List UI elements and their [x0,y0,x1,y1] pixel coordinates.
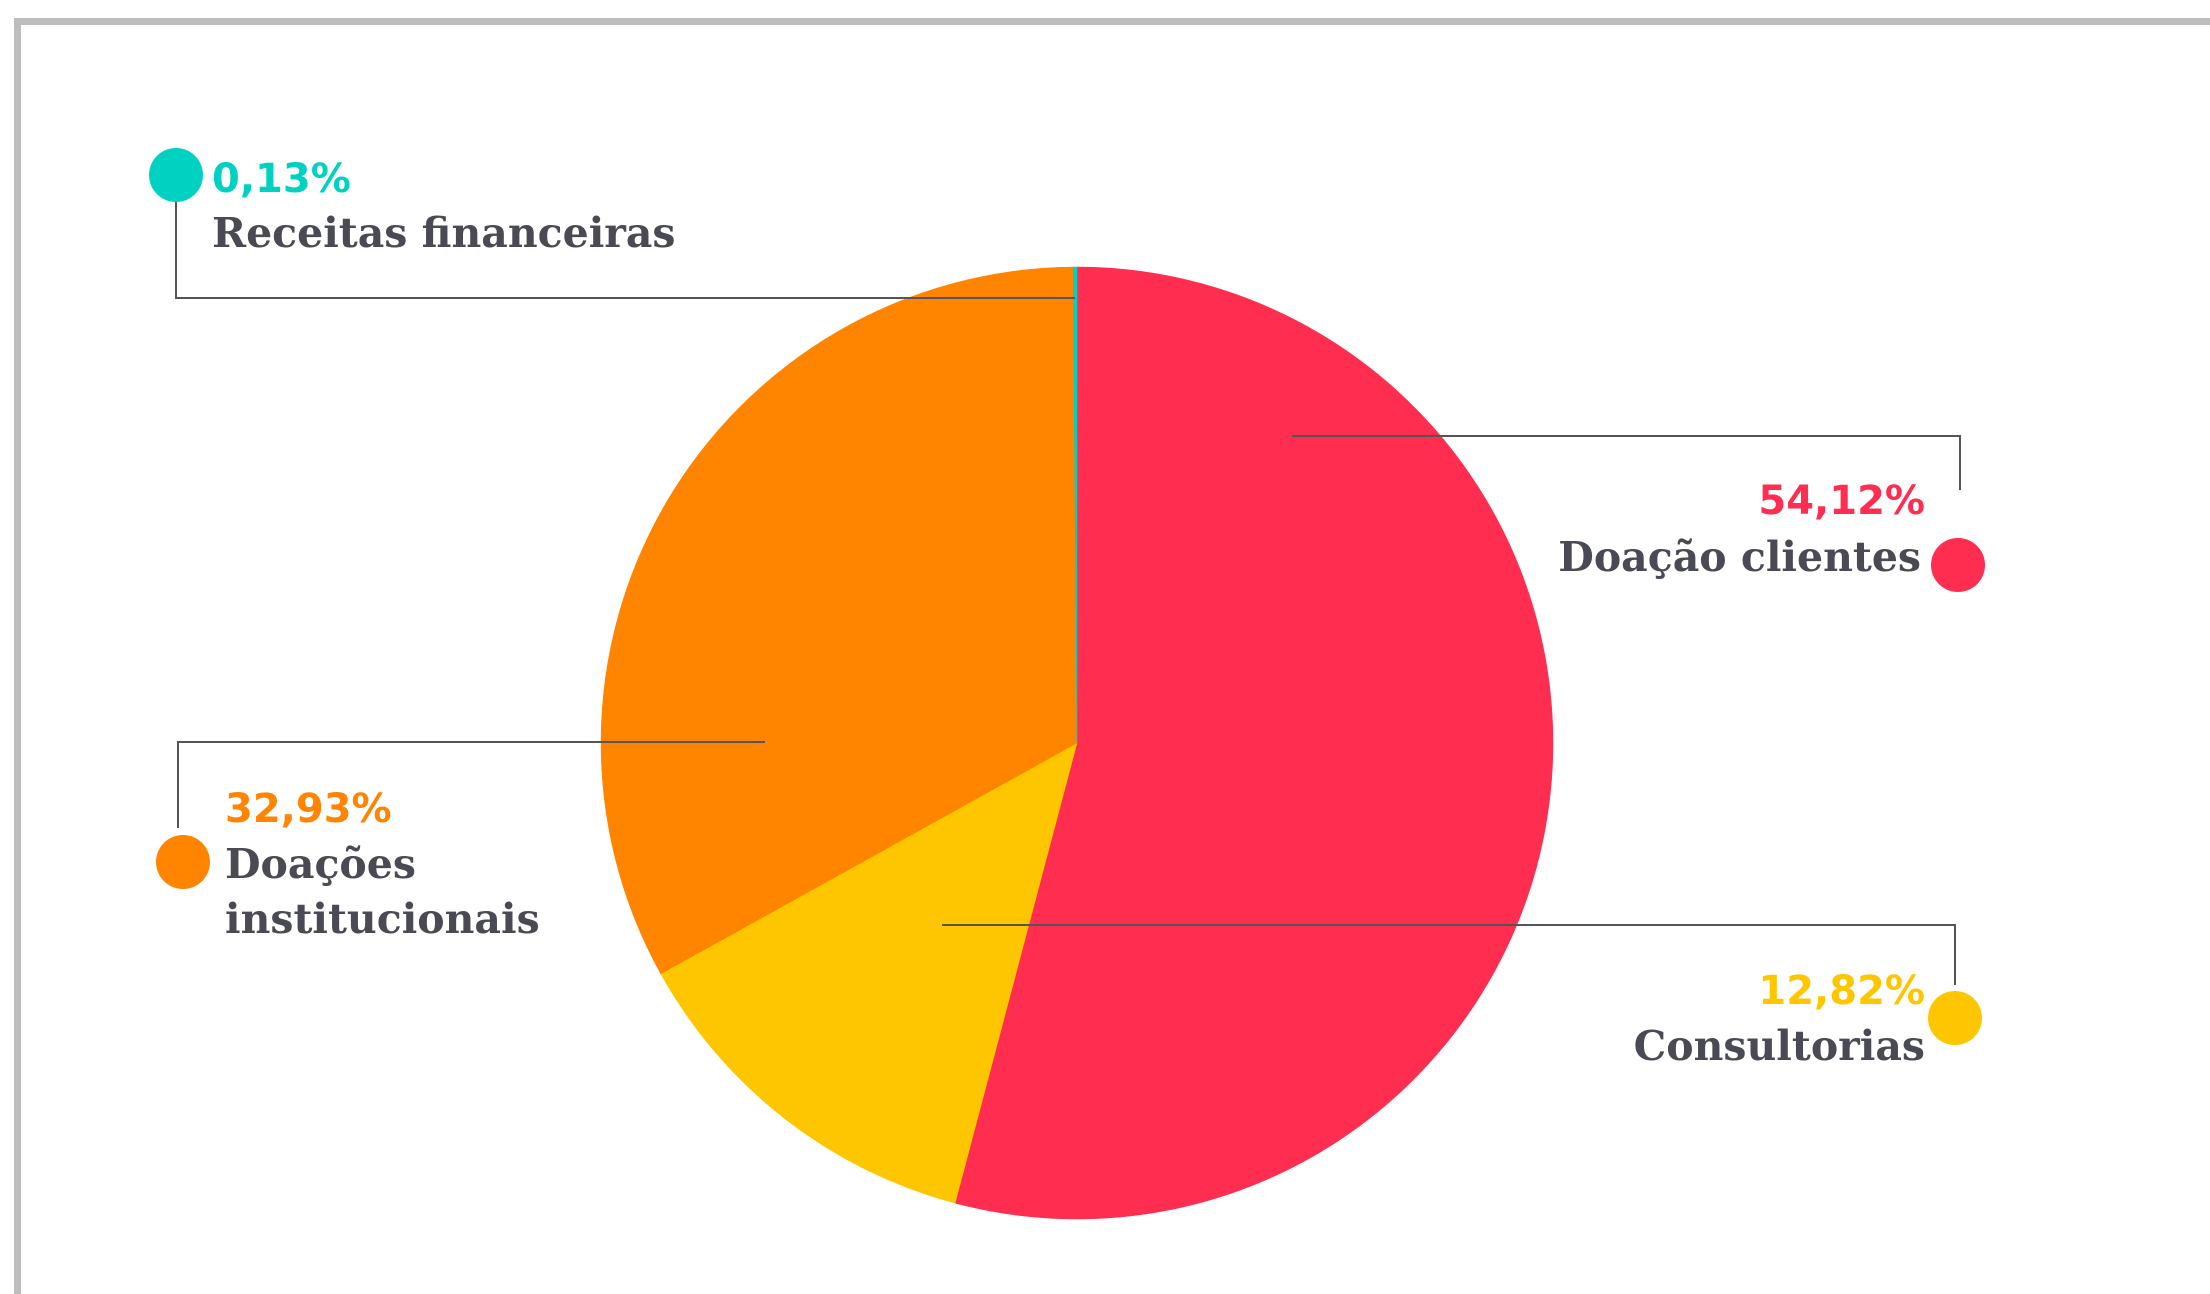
callout-receitas-financeiras: 0,13% Receitas financeiras [149,148,1075,299]
legend-dot-doacoes-institucionais [156,835,210,889]
callout-doacoes-institucionais: 32,93% Doações institucionais [156,741,765,943]
slice-label-receitas-financeiras: Receitas financeiras [212,209,676,257]
callout-consultorias: 12,82% Consultorias [942,924,1982,1070]
pie-slice-doacao-clientes [954,266,1554,1220]
pie-slice-doacoes-institucionais [600,266,1078,975]
pie-slices [600,266,1554,1220]
percent-label-receitas-financeiras: 0,13% [212,156,351,202]
percent-label-consultorias: 12,82% [1758,968,1925,1014]
percent-label-doacoes-institucionais: 32,93% [225,786,392,832]
legend-dot-receitas-financeiras [149,148,203,202]
percent-label-doacao-clientes: 54,12% [1758,478,1925,524]
leader-line-receitas-financeiras [175,185,1075,299]
slice-label-consultorias: Consultorias [1634,1022,1925,1070]
slice-label-doacao-clientes: Doação clientes [1558,533,1921,581]
pie-slice-receitas-financeiras [1072,266,1078,744]
chart-frame [14,18,2210,1294]
callout-doacao-clientes: 54,12% Doação clientes [1292,435,1985,592]
leader-line-doacao-clientes [1292,435,1961,490]
leader-line-consultorias [942,924,1956,985]
slice-label-doacoes-institucionais-line2: institucionais [225,895,540,943]
leader-line-doacoes-institucionais [177,741,765,828]
legend-dot-consultorias [1928,991,1982,1045]
pie-slice-consultorias [660,742,1078,1204]
slice-label-doacoes-institucionais: Doações [225,840,416,888]
callouts: 0,13% Receitas financeiras 54,12% Doação… [149,148,1985,1070]
legend-dot-doacao-clientes [1931,538,1985,592]
